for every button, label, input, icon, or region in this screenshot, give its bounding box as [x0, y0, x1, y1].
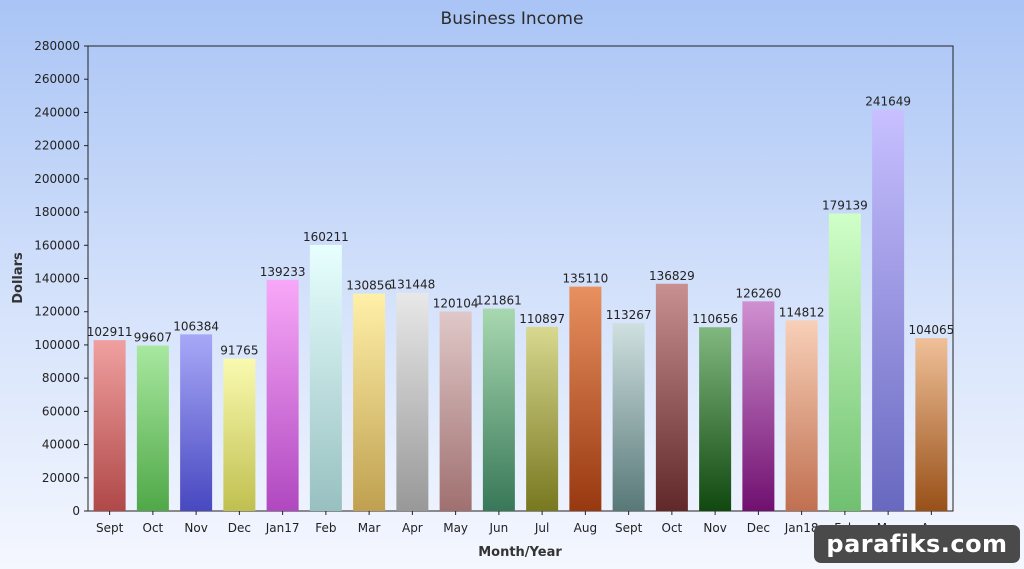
x-tick-label: May: [443, 521, 468, 535]
data-label: 131448: [389, 278, 435, 292]
y-tick-label: 200000: [34, 172, 80, 186]
data-label: 104065: [908, 323, 954, 337]
y-tick-label: 40000: [42, 438, 80, 452]
bar-sept-0: [93, 340, 126, 511]
x-tick-label: Mar: [358, 521, 381, 535]
x-tick-label: Aug: [574, 521, 597, 535]
y-tick-label: 240000: [34, 105, 80, 119]
data-label: 135110: [562, 272, 608, 286]
plot-area: [87, 45, 954, 512]
data-label: 106384: [173, 319, 219, 333]
bar-dec-3: [223, 358, 256, 511]
x-tick-label: Dec: [228, 521, 251, 535]
x-tick-label: Apr: [402, 521, 423, 535]
data-label: 110897: [519, 312, 565, 326]
bar-sept-12: [612, 322, 645, 511]
bar-feb-17: [828, 213, 861, 512]
x-axis: Sept Oct Nov Dec Jan17 Feb Mar Apr May Jun Jul Aug S…: [96, 511, 942, 535]
data-label: 120104: [433, 297, 479, 311]
y-tick-label: 100000: [34, 338, 80, 352]
bar-jul-10: [526, 326, 559, 511]
data-label: 241649: [865, 95, 911, 109]
x-tick-label: Nov: [703, 521, 726, 535]
bar-dec-15: [742, 301, 775, 511]
x-tick-label: Oct: [662, 521, 683, 535]
y-tick-label: 60000: [42, 404, 80, 418]
data-label: 110656: [692, 312, 738, 326]
x-tick-label: Sept: [615, 521, 643, 535]
data-label: 160211: [303, 230, 349, 244]
x-tick-label: Jul: [534, 521, 549, 535]
x-axis-label: Month/Year: [478, 545, 562, 560]
bar-apr-19: [915, 338, 948, 511]
y-tick-label: 120000: [34, 305, 80, 319]
bar-oct-13: [655, 283, 688, 511]
x-tick-label: Feb: [315, 521, 336, 535]
x-tick-label: Oct: [143, 521, 164, 535]
data-label: 139233: [260, 265, 306, 279]
chart-title: Business Income: [441, 9, 584, 29]
bar-jan18-16: [785, 320, 818, 511]
bar-apr-7: [396, 292, 429, 511]
bar-jun-9: [482, 308, 515, 511]
bar-mar-6: [353, 293, 386, 511]
data-label: 102911: [87, 325, 133, 339]
y-tick-label: 160000: [34, 238, 80, 252]
y-tick-label: 20000: [42, 471, 80, 485]
y-axis: 0 20000 40000 60000 80000 100000 120000 140000 1…: [34, 39, 88, 518]
data-label: 136829: [649, 269, 695, 283]
bar-nov-14: [699, 327, 732, 511]
data-label: 113267: [606, 308, 652, 322]
data-label: 99607: [134, 331, 172, 345]
y-tick-label: 260000: [34, 72, 80, 86]
data-label: 91765: [220, 344, 258, 358]
y-tick-label: 280000: [34, 39, 80, 53]
data-label: 130856: [346, 279, 392, 293]
bar-jan17-4: [266, 279, 299, 511]
y-tick-label: 0: [72, 504, 80, 518]
bar-feb-5: [309, 244, 342, 511]
x-tick-label: Sept: [96, 521, 124, 535]
y-tick-label: 180000: [34, 205, 80, 219]
bar-nov-2: [180, 334, 213, 511]
y-axis-label: Dollars: [11, 252, 26, 304]
y-tick-label: 140000: [34, 272, 80, 286]
bar-oct-1: [136, 345, 169, 511]
data-label: 179139: [822, 199, 868, 213]
x-tick-label: Jan17: [265, 521, 300, 535]
data-label: 121861: [476, 294, 522, 308]
y-tick-label: 220000: [34, 139, 80, 153]
x-tick-label: Jun: [489, 521, 509, 535]
y-tick-label: 80000: [42, 371, 80, 385]
bar-aug-11: [569, 286, 602, 511]
data-label: 126260: [735, 286, 781, 300]
data-label: 114812: [779, 305, 825, 319]
x-tick-label: Nov: [184, 521, 207, 535]
bar-may-8: [439, 311, 472, 511]
bar-mar-18: [872, 109, 905, 511]
watermark: parafiks.com: [814, 525, 1020, 563]
x-tick-label: Dec: [747, 521, 770, 535]
x-tick-label: Jan18: [784, 521, 819, 535]
